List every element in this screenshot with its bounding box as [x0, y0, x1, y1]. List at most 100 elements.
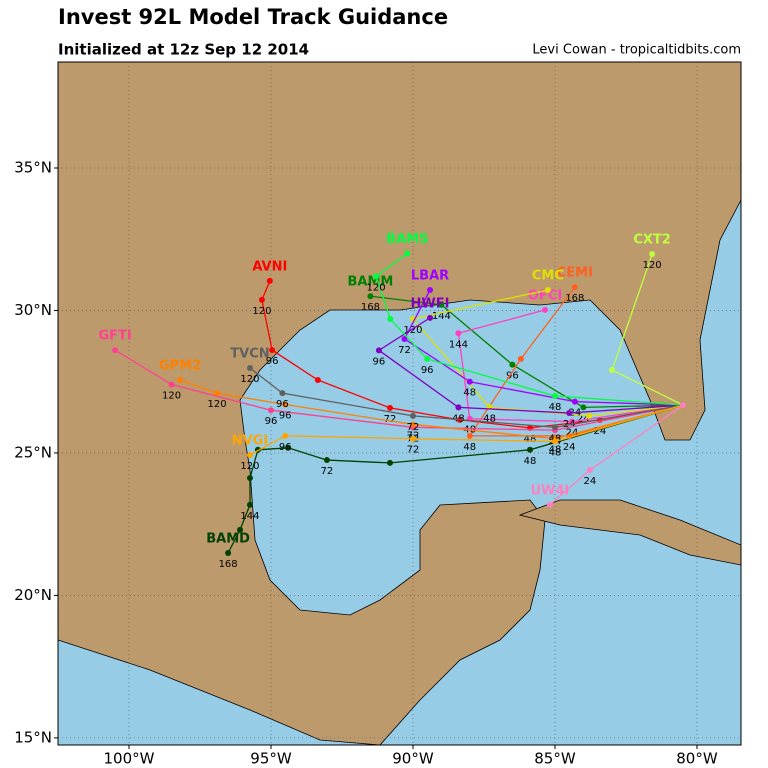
forecast-hour: 168 — [565, 293, 584, 304]
x-tick-label: 100°W — [104, 750, 155, 768]
track-point — [427, 286, 434, 293]
model-name: TVCN — [230, 347, 269, 362]
track-point — [267, 407, 274, 414]
track-point — [551, 424, 558, 431]
y-tick-label: 25°N — [14, 443, 52, 461]
forecast-hour: 48 — [524, 456, 537, 467]
track-point — [409, 412, 416, 419]
track-point — [401, 335, 408, 342]
track-point — [387, 316, 394, 323]
y-tick-label: 35°N — [14, 158, 52, 176]
model-name: CMC — [532, 268, 564, 283]
track-point — [580, 404, 587, 411]
track-point — [323, 457, 330, 464]
track-point — [282, 401, 289, 408]
forecast-hour: 120 — [240, 461, 259, 472]
forecast-hour: 96 — [265, 416, 278, 427]
model-name: NVGI — [232, 433, 268, 448]
track-point — [177, 376, 184, 383]
track-point — [375, 347, 382, 354]
forecast-hour: 48 — [524, 434, 537, 445]
model-name: BAMM — [347, 275, 393, 290]
forecast-hour: 120 — [643, 260, 662, 271]
subtitle: Initialized at 12z Sep 12 2014 — [58, 41, 309, 59]
track-point — [544, 286, 551, 293]
model-name: UW4I — [530, 483, 569, 498]
forecast-hour: 96 — [279, 410, 292, 421]
forecast-hour: 96 — [276, 399, 289, 410]
model-name: CEMI — [557, 266, 593, 281]
forecast-hour: 120 — [403, 325, 422, 336]
forecast-hour: 24 — [577, 413, 590, 424]
forecast-hour: 96 — [279, 442, 292, 453]
model-name: AVNI — [252, 259, 287, 274]
track-point — [409, 421, 416, 428]
track-point — [517, 355, 524, 362]
model-name: GPM2 — [159, 358, 201, 373]
x-tick-label: 85°W — [534, 750, 576, 768]
y-tick-label: 15°N — [14, 728, 52, 746]
forecast-hour: 120 — [252, 306, 271, 317]
model-name: BAMS — [386, 232, 428, 247]
forecast-hour: 72 — [407, 445, 420, 456]
track-point — [424, 355, 431, 362]
forecast-hour: 144 — [432, 311, 451, 322]
track-point — [168, 381, 175, 388]
model-name: CXT2 — [633, 233, 670, 248]
forecast-hour: 120 — [240, 374, 259, 385]
forecast-hour: 72 — [407, 422, 420, 433]
forecast-hour: 168 — [361, 302, 380, 313]
track-point — [112, 347, 119, 354]
forecast-hour: 120 — [207, 399, 226, 410]
forecast-hour: 72 — [321, 466, 334, 477]
track-line — [227, 404, 684, 554]
track-point — [466, 432, 473, 439]
forecast-hour: 96 — [421, 365, 434, 376]
title: Invest 92L Model Track Guidance — [58, 5, 448, 29]
y-tick-label: 20°N — [14, 586, 52, 604]
forecast-hour: 144 — [240, 511, 259, 522]
forecast-hour: 24 — [593, 426, 606, 437]
track-point — [258, 296, 265, 303]
track-point — [409, 435, 416, 442]
track-point — [386, 459, 393, 466]
forecast-hour: 72 — [384, 414, 397, 425]
forecast-hour: 144 — [449, 339, 468, 350]
track-point — [314, 376, 321, 383]
frame — [57, 61, 742, 746]
track-point — [551, 392, 558, 399]
track-point — [246, 365, 253, 372]
track-line — [179, 379, 684, 440]
track-point — [269, 347, 276, 354]
credit: Levi Cowan - tropicaltidbits.com — [532, 43, 741, 58]
track-point — [266, 277, 273, 284]
track-point — [566, 410, 573, 417]
track-point — [509, 361, 516, 368]
track-point — [438, 301, 445, 308]
land — [58, 62, 741, 745]
forecast-hour: 48 — [463, 442, 476, 453]
forecast-hour: 48 — [549, 445, 562, 456]
forecast-hour: 48 — [549, 402, 562, 413]
x-tick-label: 90°W — [392, 750, 434, 768]
track-point — [246, 475, 253, 482]
track-point — [571, 398, 578, 405]
forecast-hour: 120 — [162, 391, 181, 402]
track-line — [375, 252, 684, 406]
forecast-hour: 24 — [584, 476, 597, 487]
track-point — [246, 501, 253, 508]
track-point — [367, 293, 374, 300]
track-point — [237, 526, 244, 533]
track-point — [526, 446, 533, 453]
forecast-hour: 24 — [566, 428, 579, 439]
track-point — [279, 390, 286, 397]
track-point — [649, 251, 656, 258]
track-point — [586, 412, 593, 419]
track-point — [680, 402, 687, 409]
track-point — [225, 549, 232, 556]
track-point — [542, 306, 549, 313]
track-point — [546, 501, 553, 508]
track-point — [214, 390, 221, 397]
track-point — [466, 378, 473, 385]
